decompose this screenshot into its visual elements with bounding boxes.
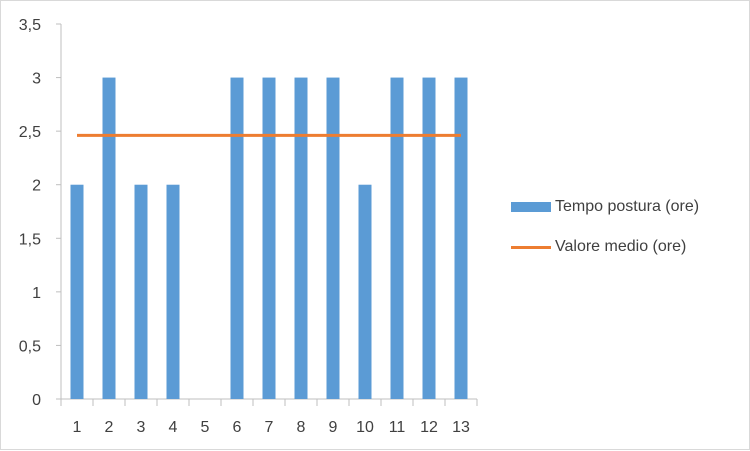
x-tick-label: 4: [169, 419, 178, 436]
bar: [294, 77, 308, 400]
y-tick-label: 2,5: [19, 124, 41, 141]
bar: [102, 77, 116, 400]
y-tick-label: 0,5: [19, 338, 41, 355]
bar: [326, 77, 340, 400]
legend-label-bars: Tempo postura (ore): [555, 198, 700, 215]
x-tick-label: 9: [329, 419, 338, 436]
x-tick-label: 11: [389, 419, 406, 436]
x-axis-ticks: 1 2 3 4 5 6 7 8 9 10 11 12 13: [60, 399, 478, 436]
x-tick-label: 7: [265, 419, 274, 436]
legend: Tempo postura (ore) Valore medio (ore): [511, 194, 699, 274]
bar-series: [70, 77, 468, 400]
x-tick-label: 8: [297, 419, 306, 436]
x-tick-label: 5: [201, 419, 210, 436]
x-tick-label: 2: [105, 419, 114, 436]
x-tick-label: 10: [356, 419, 374, 436]
legend-item-line: Valore medio (ore): [511, 234, 699, 260]
y-axis-ticks: 0 0,5 1 1,5 2 2,5 3 3,5: [19, 17, 61, 409]
bar: [454, 77, 468, 400]
x-tick-label: 12: [420, 419, 438, 436]
x-tick-label: 1: [73, 419, 82, 436]
bar: [390, 77, 404, 400]
legend-swatch-bars: [511, 202, 551, 212]
bar: [358, 184, 372, 399]
y-tick-label: 2: [32, 178, 41, 195]
y-tick-label: 1,5: [19, 231, 41, 248]
y-tick-label: 0: [32, 392, 41, 409]
bar: [262, 77, 276, 400]
x-tick-label: 6: [233, 419, 242, 436]
legend-swatch-line: [511, 245, 551, 249]
x-tick-label: 13: [452, 419, 470, 436]
bar: [230, 77, 244, 400]
x-tick-label: 3: [137, 419, 146, 436]
bar: [134, 184, 148, 399]
bar: [166, 184, 180, 399]
y-tick-label: 3,5: [19, 17, 41, 34]
legend-label-line: Valore medio (ore): [555, 238, 687, 255]
bar: [70, 184, 84, 399]
legend-item-bars: Tempo postura (ore): [511, 194, 699, 220]
y-tick-label: 1: [32, 285, 41, 302]
y-tick-label: 3: [32, 71, 41, 88]
bar: [422, 77, 436, 400]
